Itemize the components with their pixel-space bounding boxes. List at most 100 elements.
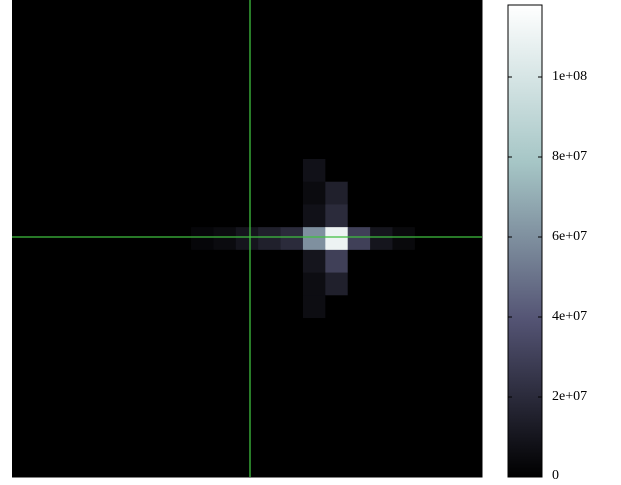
heatmap-cell xyxy=(169,204,192,227)
heatmap-cell xyxy=(57,0,80,23)
heatmap-cell xyxy=(102,23,125,46)
heatmap-cell xyxy=(415,91,438,114)
heatmap-cell xyxy=(124,45,147,68)
heatmap-cell xyxy=(392,45,415,68)
heatmap-cell xyxy=(258,159,281,182)
heatmap-cell xyxy=(460,295,483,318)
heatmap-cell xyxy=(348,23,371,46)
heatmap-cell xyxy=(281,318,304,341)
heatmap-cell xyxy=(370,227,393,250)
heatmap-cell xyxy=(146,114,169,137)
heatmap-cell xyxy=(236,45,259,68)
heatmap-cell xyxy=(303,341,326,364)
heatmap-cell xyxy=(213,0,236,23)
heatmap-cell xyxy=(348,114,371,137)
heatmap-cell xyxy=(258,114,281,137)
heatmap-cell xyxy=(124,114,147,137)
heatmap-cell xyxy=(12,91,35,114)
heatmap-cell xyxy=(281,136,304,159)
heatmap-cell xyxy=(79,136,102,159)
heatmap-cell xyxy=(124,295,147,318)
heatmap-cell xyxy=(57,91,80,114)
heatmap-cell xyxy=(102,432,125,455)
heatmap-cell xyxy=(213,432,236,455)
heatmap-cell xyxy=(213,227,236,250)
heatmap-cell xyxy=(236,341,259,364)
heatmap-cell xyxy=(460,23,483,46)
heatmap-cell xyxy=(392,363,415,386)
heatmap-cell xyxy=(102,159,125,182)
heatmap-cell xyxy=(348,204,371,227)
heatmap-cell xyxy=(437,363,460,386)
tick-label: 1e+08 xyxy=(552,69,587,84)
heatmap-cell xyxy=(392,454,415,477)
heatmap-cell xyxy=(102,273,125,296)
heatmap-cell xyxy=(57,250,80,273)
heatmap-cell xyxy=(392,68,415,91)
heatmap-cell xyxy=(12,250,35,273)
heatmap-cell xyxy=(102,45,125,68)
heatmap-cell xyxy=(124,91,147,114)
heatmap-cell xyxy=(437,250,460,273)
heatmap-cell xyxy=(303,204,326,227)
heatmap-cell xyxy=(236,0,259,23)
heatmap-cell xyxy=(57,68,80,91)
heatmap-cell xyxy=(57,182,80,205)
heatmap-cell xyxy=(392,432,415,455)
heatmap-cell xyxy=(281,91,304,114)
heatmap-cell xyxy=(213,91,236,114)
heatmap-cell xyxy=(370,23,393,46)
heatmap-cell xyxy=(102,409,125,432)
heatmap-cell xyxy=(281,409,304,432)
heatmap-cell xyxy=(236,114,259,137)
heatmap-cell xyxy=(102,136,125,159)
heatmap-cell xyxy=(34,295,57,318)
heatmap-cell xyxy=(124,432,147,455)
heatmap-cell xyxy=(57,114,80,137)
heatmap-cell xyxy=(437,227,460,250)
heatmap-cell xyxy=(213,114,236,137)
heatmap-cell xyxy=(348,45,371,68)
heatmap-cell xyxy=(325,409,348,432)
heatmap-cell xyxy=(12,23,35,46)
heatmap-cell xyxy=(325,341,348,364)
heatmap-cell xyxy=(57,363,80,386)
heatmap-cell xyxy=(348,182,371,205)
heatmap-cell xyxy=(191,295,214,318)
heatmap-cell xyxy=(102,204,125,227)
heatmap-cell xyxy=(258,409,281,432)
heatmap-cell xyxy=(213,409,236,432)
heatmap-cell xyxy=(191,432,214,455)
heatmap-cell xyxy=(460,341,483,364)
heatmap-cell xyxy=(34,318,57,341)
heatmap-cell xyxy=(57,45,80,68)
heatmap-cell xyxy=(281,0,304,23)
heatmap-cell xyxy=(460,182,483,205)
heatmap-cell xyxy=(437,386,460,409)
heatmap-cell xyxy=(169,363,192,386)
heatmap-cell xyxy=(34,45,57,68)
heatmap-cell xyxy=(124,454,147,477)
heatmap-cell xyxy=(415,23,438,46)
heatmap-cell xyxy=(12,182,35,205)
heatmap-cell xyxy=(146,227,169,250)
heatmap-cell xyxy=(102,227,125,250)
heatmap-cell xyxy=(370,159,393,182)
heatmap-cell xyxy=(102,454,125,477)
heatmap-cell xyxy=(325,114,348,137)
heatmap-cell xyxy=(325,91,348,114)
heatmap-cell xyxy=(303,432,326,455)
heatmap-cell xyxy=(12,159,35,182)
heatmap-cell xyxy=(415,114,438,137)
tick-label: 6e+07 xyxy=(552,229,587,244)
heatmap-cell xyxy=(415,250,438,273)
heatmap-cell xyxy=(12,318,35,341)
heatmap-cell xyxy=(169,386,192,409)
heatmap-cell xyxy=(146,159,169,182)
heatmap-cell xyxy=(325,136,348,159)
heatmap-cell xyxy=(281,341,304,364)
heatmap-cell xyxy=(437,409,460,432)
heatmap-cell xyxy=(236,363,259,386)
heatmap-cell xyxy=(124,363,147,386)
heatmap-cell xyxy=(303,45,326,68)
